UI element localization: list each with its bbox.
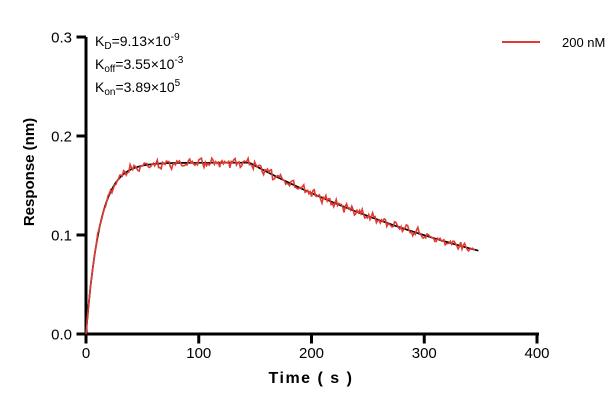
x-tick-label: 300 — [412, 345, 437, 362]
kinetic-constant-line: Koff=3.55×10-3 — [95, 55, 184, 75]
x-tick-label: 0 — [82, 345, 90, 362]
x-tick-label: 200 — [299, 345, 324, 362]
legend: 200 nM — [502, 34, 606, 50]
x-tick-label: 100 — [186, 345, 211, 362]
fit-curve-line — [85, 161, 479, 335]
y-axis-title: Response (nm) — [21, 118, 38, 226]
y-tick-label: 0.3 — [51, 30, 72, 47]
kinetic-constant-line: KD=9.13×10-9 — [95, 32, 180, 52]
x-tick-label: 400 — [524, 345, 549, 362]
legend-label: 200 nM — [562, 34, 606, 50]
y-tick-label: 0.0 — [51, 327, 72, 344]
kinetic-constant-line: Kon=3.89×105 — [95, 78, 181, 98]
y-tick-label: 0.1 — [51, 228, 72, 245]
legend-line-swatch — [502, 41, 540, 43]
kinetic-constants-annotation: KD=9.13×10-9 Koff=3.55×10-3 Kon=3.89×105 — [95, 30, 183, 99]
x-axis-title: Time ( s ) — [269, 370, 354, 387]
y-tick-label: 0.2 — [51, 129, 72, 146]
measured-curve-line — [85, 155, 476, 335]
